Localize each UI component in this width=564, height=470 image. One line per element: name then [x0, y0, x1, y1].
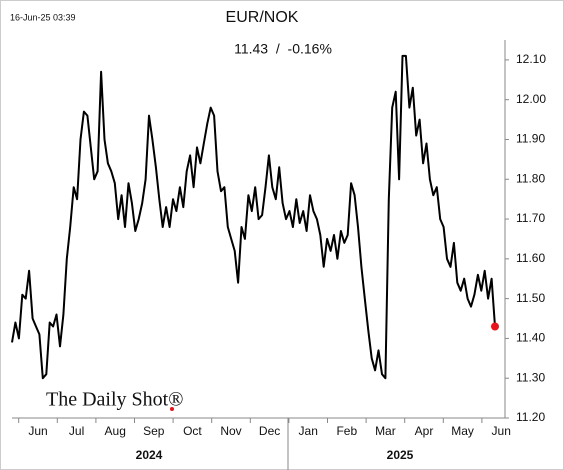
logo: The Daily Shot® — [46, 389, 183, 411]
x-tick-label: Sep — [143, 424, 165, 438]
y-tick-label: 12.00 — [516, 92, 546, 106]
chart-title: EUR/NOK — [226, 9, 299, 26]
x-tick-label: Oct — [183, 424, 202, 438]
x-tick-label: Mar — [375, 424, 396, 438]
price-line — [11, 54, 496, 380]
chart-subtitle: 11.43 / -0.16% — [234, 41, 332, 57]
y-tick-label: 11.80 — [516, 171, 545, 185]
y-tick-label: 11.90 — [516, 132, 545, 146]
x-tick-label: Dec — [259, 424, 280, 438]
logo-dot — [170, 407, 174, 411]
x-tick-label: Feb — [336, 424, 357, 438]
y-tick-label: 11.30 — [516, 370, 545, 384]
y-tick-label: 11.60 — [516, 251, 545, 265]
x-tick-label: Jul — [69, 424, 84, 438]
x-tick-label: Nov — [220, 424, 241, 438]
y-tick-label: 12.10 — [516, 52, 546, 66]
x-tick-label: Jun — [492, 424, 511, 438]
x-tick-label: Apr — [415, 424, 434, 438]
y-tick-label: 11.50 — [516, 291, 545, 305]
x-tick-label: Jan — [299, 424, 318, 438]
x-tick-label: Jun — [28, 424, 47, 438]
last-point — [491, 322, 499, 331]
y-tick-label: 11.20 — [516, 410, 545, 424]
timestamp: 16-Jun-25 03:39 — [10, 12, 76, 22]
year-label: 2025 — [387, 448, 414, 462]
x-tick-label: May — [451, 424, 474, 438]
x-tick-label: Aug — [105, 424, 126, 438]
y-tick-label: 11.70 — [516, 211, 545, 225]
y-tick-label: 11.40 — [516, 331, 545, 345]
year-label: 2024 — [136, 448, 163, 462]
